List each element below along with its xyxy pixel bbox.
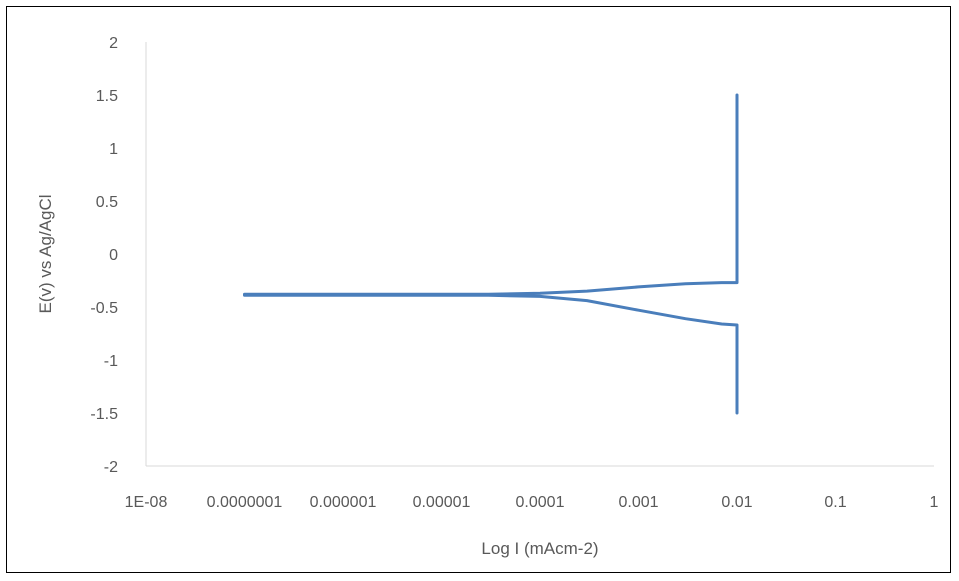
x-tick-label: 0.000001 (310, 494, 377, 511)
y-tick-label: 2 (109, 35, 118, 52)
x-tick-label: 1E-08 (125, 494, 168, 511)
x-axis: 1E-08 0.0000001 0.000001 0.00001 0.0001 0.001… (125, 465, 939, 511)
x-tick-label: 0.1 (824, 494, 846, 511)
x-tick-label: 0.0001 (516, 494, 565, 511)
x-tick-label: 0.0000001 (207, 494, 283, 511)
y-tick-label: 1 (109, 141, 118, 158)
chart-frame: 2 1.5 1 0.5 0 -0.5 -1 -1.5 -2 1E-08 0.0000001 0.00… (6, 6, 951, 573)
y-tick-label: -1 (104, 353, 118, 370)
x-axis-title: Log I (mAcm-2) (481, 539, 598, 558)
chart-plot: 2 1.5 1 0.5 0 -0.5 -1 -1.5 -2 1E-08 0.0000001 0.00… (36, 35, 939, 558)
y-tick-label: -1.5 (90, 406, 118, 423)
y-tick-label: 1.5 (96, 88, 118, 105)
x-tick-label: 0.001 (618, 494, 658, 511)
y-tick-label: -2 (104, 459, 118, 476)
x-tick-label: 1 (930, 494, 939, 511)
y-axis-title: E(v) vs Ag/AgCl (36, 194, 55, 313)
x-tick-label: 0.00001 (413, 494, 471, 511)
x-tick-label: 0.01 (721, 494, 752, 511)
y-tick-label: 0 (109, 247, 118, 264)
series-group (243, 93, 739, 415)
y-tick-label: 0.5 (96, 194, 118, 211)
y-axis: 2 1.5 1 0.5 0 -0.5 -1 -1.5 -2 (90, 35, 147, 476)
y-tick-label: -0.5 (90, 300, 118, 317)
series-line (243, 93, 739, 415)
